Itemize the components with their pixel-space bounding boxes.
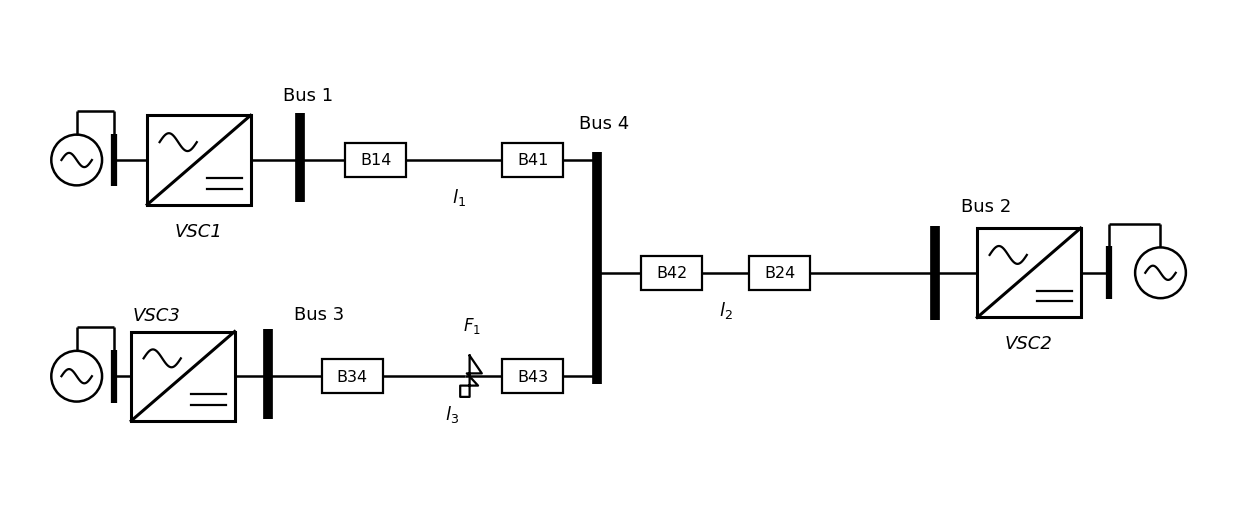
Bar (641, 257, 702, 290)
Bar (502, 144, 563, 178)
Text: VSC3: VSC3 (133, 306, 181, 324)
Text: B41: B41 (517, 153, 548, 168)
Bar (502, 359, 563, 393)
Text: $F_1$: $F_1$ (463, 315, 480, 335)
Text: $l_3$: $l_3$ (445, 403, 459, 423)
Bar (148, 116, 250, 205)
Text: Bus 2: Bus 2 (961, 197, 1012, 215)
Text: B42: B42 (656, 266, 687, 281)
Text: Bus 3: Bus 3 (294, 305, 345, 323)
Polygon shape (460, 356, 482, 397)
Bar (977, 229, 1080, 318)
Text: $l_1$: $l_1$ (451, 187, 466, 208)
Text: VSC1: VSC1 (175, 222, 223, 240)
Text: $l_2$: $l_2$ (719, 299, 733, 321)
Bar (131, 332, 234, 421)
Bar (321, 359, 383, 393)
Text: B14: B14 (360, 153, 392, 168)
Bar (749, 257, 811, 290)
Text: B24: B24 (764, 266, 795, 281)
Text: B34: B34 (336, 369, 368, 384)
Text: Bus 1: Bus 1 (283, 87, 334, 104)
Bar (977, 229, 1080, 318)
Bar (131, 332, 234, 421)
Text: B43: B43 (517, 369, 548, 384)
Text: VSC2: VSC2 (1004, 335, 1053, 353)
Text: Bus 4: Bus 4 (579, 115, 629, 132)
Bar (148, 116, 250, 205)
Bar (345, 144, 407, 178)
